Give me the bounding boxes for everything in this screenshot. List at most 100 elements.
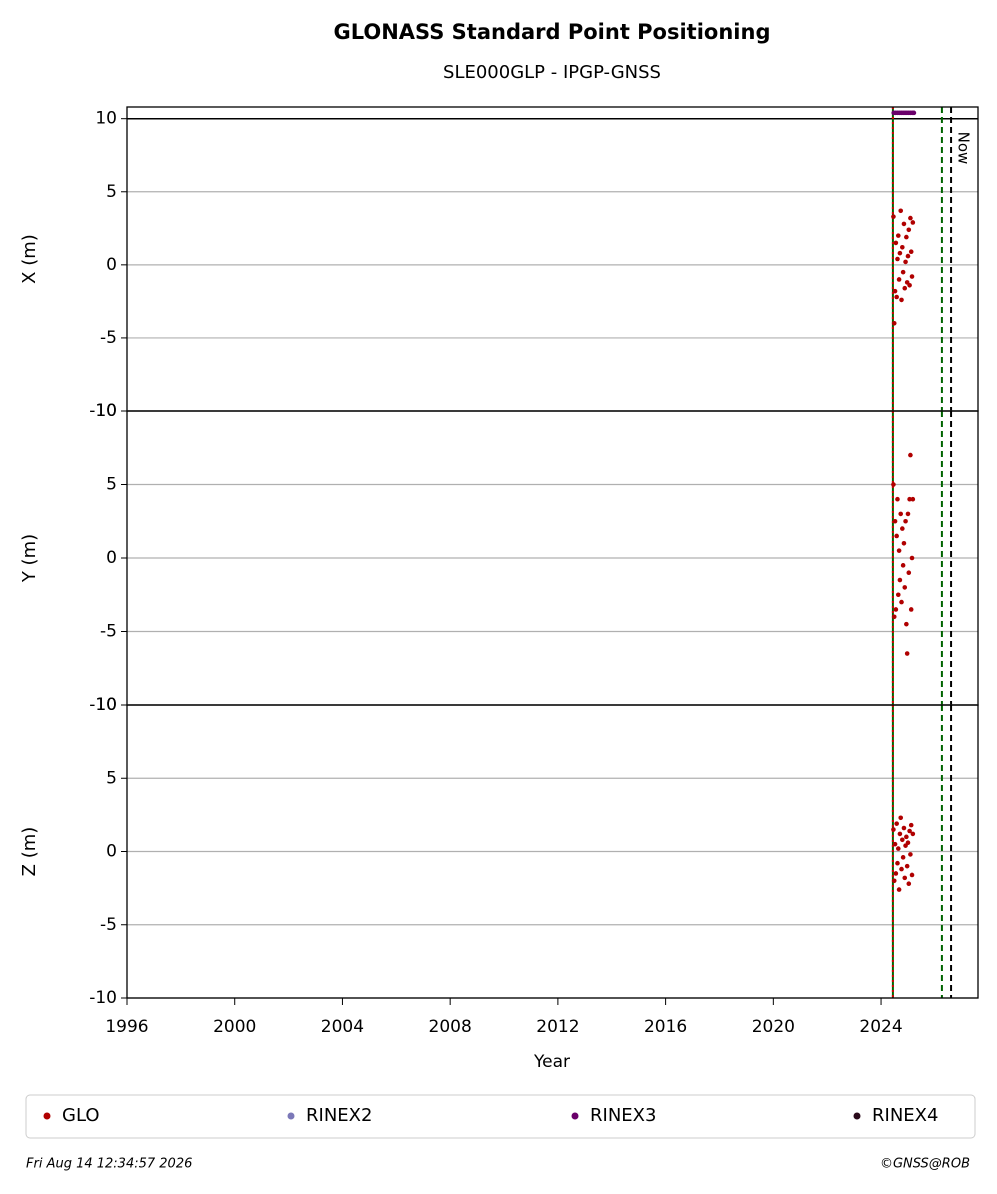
data-point — [894, 533, 899, 539]
x-tick-label: 2012 — [536, 1017, 579, 1037]
y-axis-label: Y (m) — [19, 534, 40, 583]
y-axis-label: Z (m) — [19, 827, 40, 877]
data-point — [900, 563, 906, 568]
x-tick-label: 2008 — [429, 1017, 472, 1037]
y-tick-label: -10 — [89, 988, 117, 1008]
data-point — [902, 875, 908, 881]
data-point — [897, 577, 903, 583]
y-tick-label: -10 — [89, 695, 117, 715]
data-point — [895, 496, 900, 502]
data-point — [892, 518, 898, 524]
y-tick-label: 0 — [106, 842, 117, 862]
x-tick-label: 2020 — [752, 1017, 795, 1037]
y-tick-label: -5 — [100, 915, 117, 935]
y-tick-label: 10 — [95, 401, 117, 421]
data-point — [900, 269, 906, 275]
x-tick-label: 2004 — [321, 1017, 364, 1037]
data-point — [891, 878, 897, 884]
data-point — [902, 585, 908, 590]
data-point — [901, 541, 907, 546]
data-point — [900, 245, 905, 250]
data-point — [910, 220, 916, 225]
data-point — [903, 518, 908, 524]
data-point — [910, 831, 916, 837]
legend-marker — [287, 1112, 295, 1120]
data-point — [906, 227, 912, 233]
legend-label: RINEX3 — [590, 1105, 656, 1126]
data-point — [891, 827, 896, 832]
data-point — [904, 621, 909, 627]
data-point — [897, 250, 903, 256]
event-label: Now — [955, 132, 973, 165]
data-point — [895, 256, 900, 262]
y-tick-label: -5 — [100, 622, 117, 642]
y-tick-label: -10 — [89, 401, 117, 421]
data-point — [898, 511, 904, 517]
legend-label: RINEX2 — [306, 1105, 372, 1126]
data-point — [904, 651, 910, 656]
legend-label: GLO — [62, 1105, 100, 1126]
y-tick-label: -5 — [100, 328, 117, 348]
x-tick-label: 2016 — [644, 1017, 687, 1037]
y-tick-label: 5 — [106, 182, 117, 202]
data-point — [895, 233, 901, 238]
data-point — [910, 496, 916, 502]
y-tick-label: 0 — [106, 255, 117, 275]
data-point — [909, 274, 915, 279]
x-tick-label: 1996 — [105, 1017, 148, 1037]
data-point — [892, 841, 898, 847]
data-point — [893, 607, 899, 612]
data-point — [896, 277, 902, 282]
data-point — [905, 840, 911, 846]
data-point — [908, 452, 913, 458]
panel-frame — [126, 704, 979, 999]
data-point — [909, 555, 915, 561]
data-point — [899, 866, 904, 872]
data-point — [895, 592, 901, 598]
data-point — [907, 828, 912, 834]
data-point — [907, 283, 912, 288]
data-point — [905, 511, 911, 517]
data-point — [904, 234, 909, 240]
data-point — [908, 215, 913, 221]
y-axis-label: X (m) — [19, 234, 40, 284]
data-point — [891, 482, 896, 487]
data-point — [904, 834, 909, 840]
data-point — [898, 208, 904, 214]
data-point — [906, 570, 912, 575]
data-point — [891, 321, 897, 326]
legend-label: RINEX4 — [872, 1105, 938, 1126]
footer-date: Fri Aug 14 12:34:57 2026 — [26, 1157, 192, 1172]
data-point — [906, 881, 912, 887]
data-point — [908, 852, 913, 857]
data-point — [894, 294, 899, 300]
data-point — [908, 249, 914, 254]
data-point — [903, 259, 908, 265]
data-point — [901, 221, 907, 227]
data-point — [898, 815, 904, 821]
data-point — [894, 821, 899, 826]
data-point — [895, 846, 901, 851]
footer-credit: ©GNSS@ROB — [880, 1157, 970, 1172]
chart-title: GLONASS Standard Point Positioning — [334, 20, 771, 44]
data-point — [897, 831, 903, 837]
data-point — [904, 863, 910, 869]
data-point — [892, 288, 898, 294]
legend-marker — [43, 1112, 51, 1120]
y-tick-label: 0 — [106, 548, 117, 568]
data-point — [893, 240, 899, 246]
data-point — [907, 496, 912, 502]
data-point — [911, 110, 917, 116]
data-point — [891, 214, 896, 219]
data-point — [891, 614, 897, 620]
x-axis-label: Year — [533, 1052, 570, 1072]
data-point — [905, 253, 911, 259]
data-point — [908, 822, 914, 828]
data-point — [900, 837, 905, 843]
legend-box — [25, 1094, 976, 1139]
y-tick-label: 5 — [106, 475, 117, 495]
legend-marker — [571, 1112, 579, 1120]
data-point — [896, 887, 902, 892]
x-tick-label: 2024 — [859, 1017, 902, 1037]
